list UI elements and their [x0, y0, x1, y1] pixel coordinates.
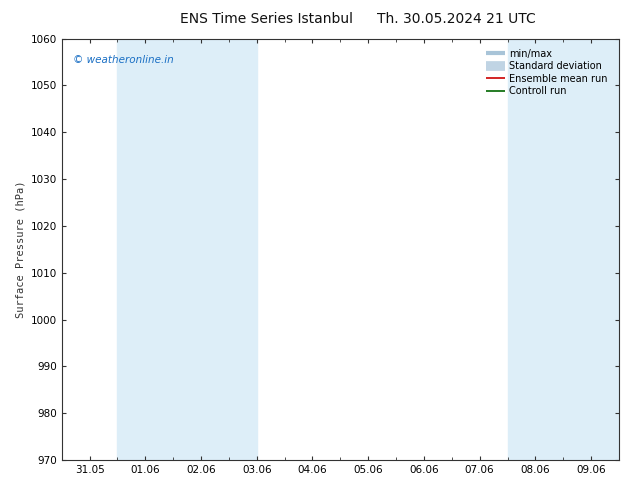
Legend: min/max, Standard deviation, Ensemble mean run, Controll run: min/max, Standard deviation, Ensemble me… — [482, 45, 611, 100]
Y-axis label: Surface Pressure (hPa): Surface Pressure (hPa) — [15, 181, 25, 318]
Bar — [117, 39, 257, 460]
Bar — [508, 39, 591, 460]
Text: ENS Time Series Istanbul: ENS Time Series Istanbul — [180, 12, 353, 26]
Bar — [591, 39, 619, 460]
Text: © weatheronline.in: © weatheronline.in — [73, 55, 174, 66]
Text: Th. 30.05.2024 21 UTC: Th. 30.05.2024 21 UTC — [377, 12, 536, 26]
